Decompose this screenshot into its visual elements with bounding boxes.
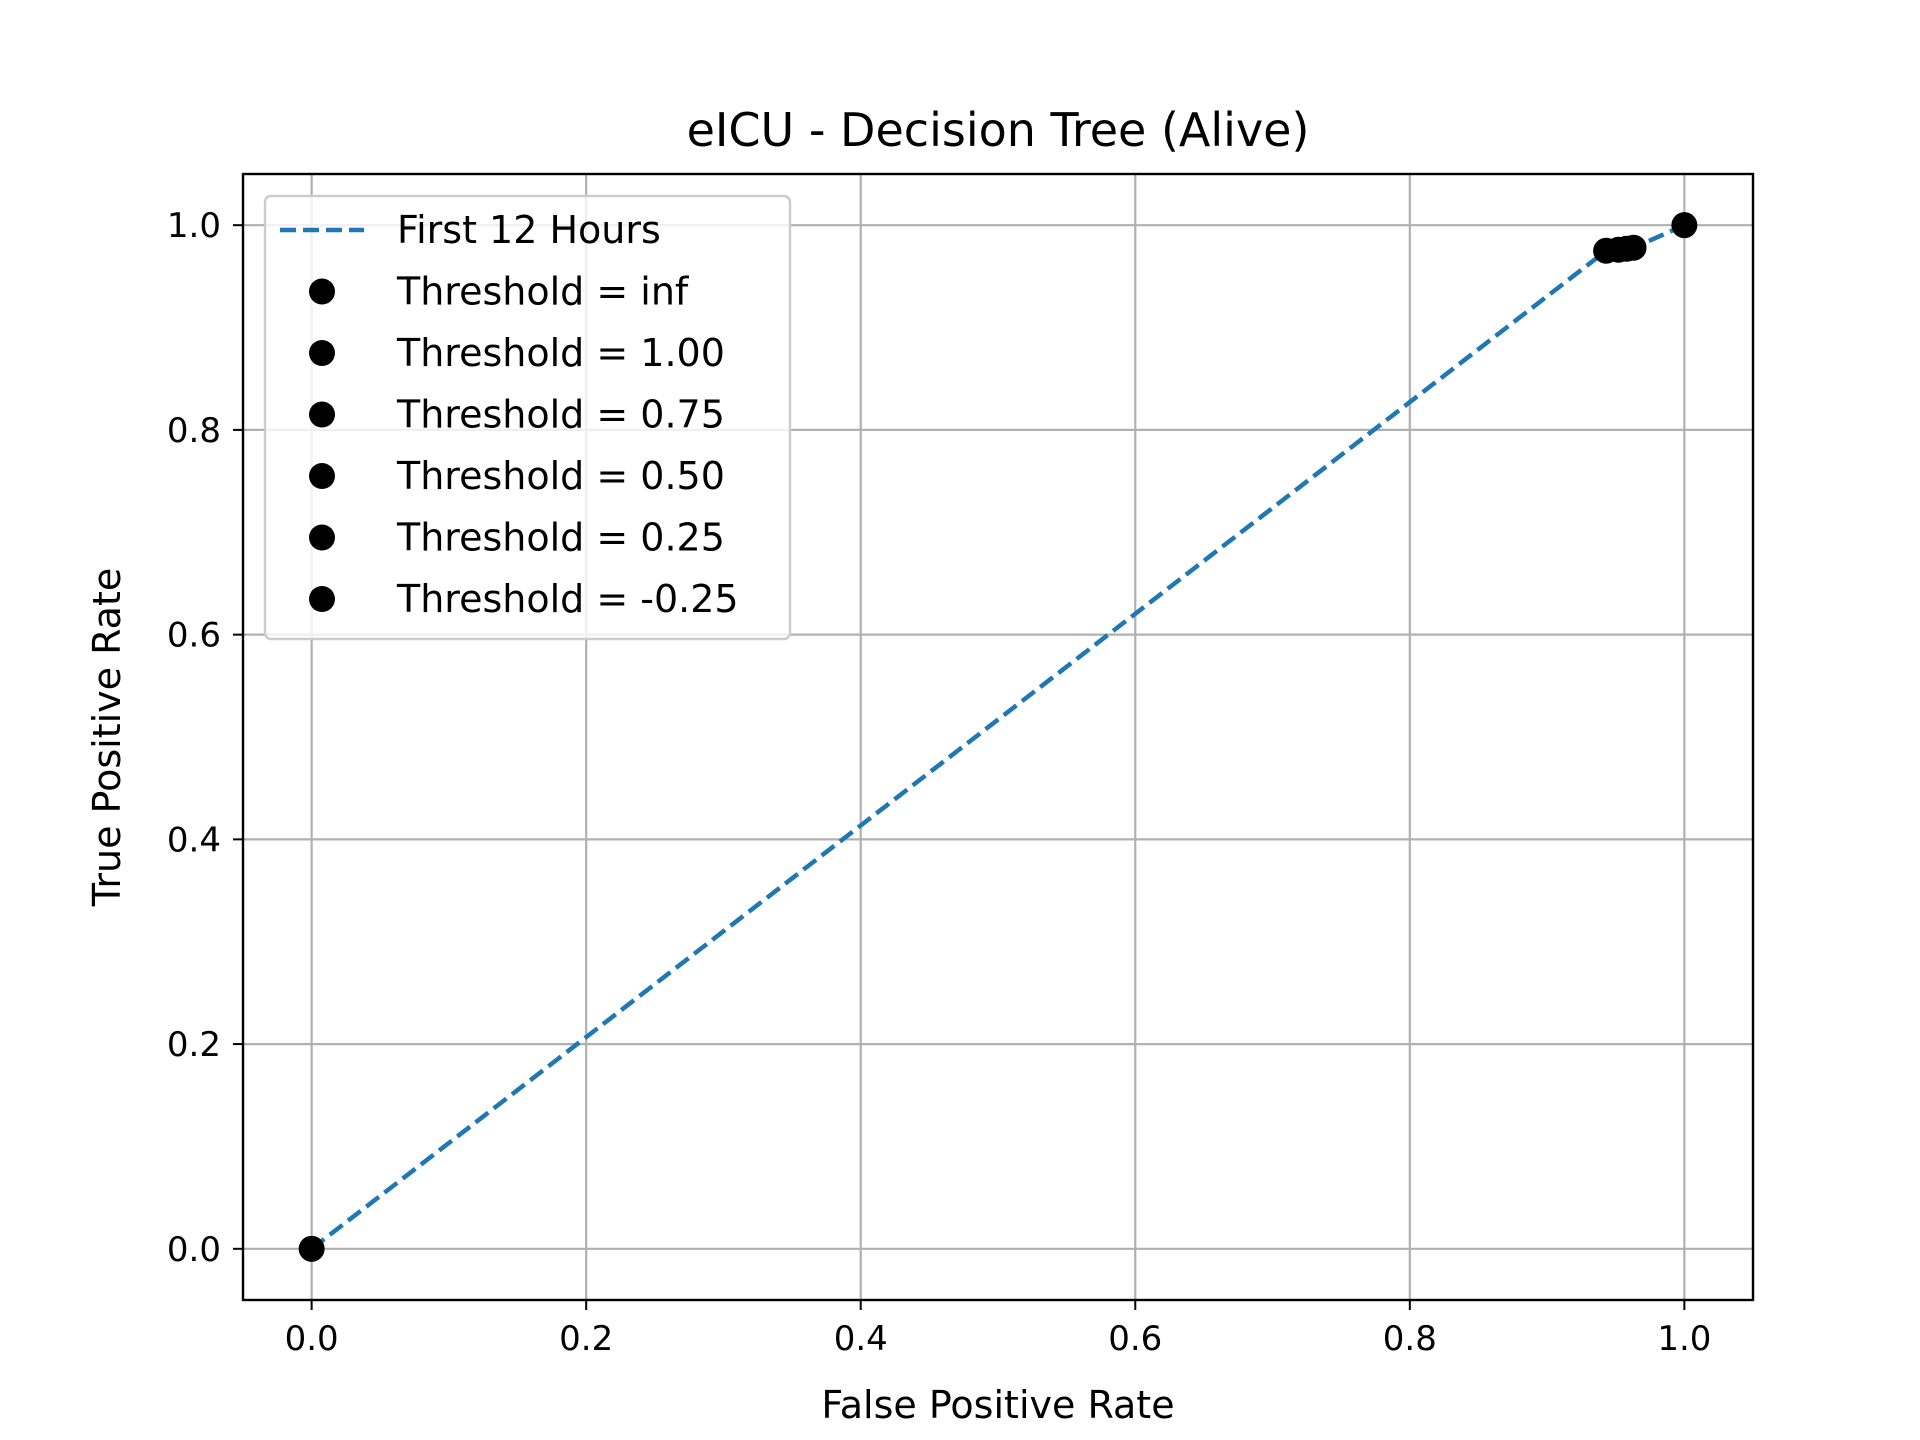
x-tick-label: 0.6	[1108, 1319, 1162, 1359]
legend-label: Threshold = 0.75	[396, 393, 725, 437]
legend-point-swatch	[309, 586, 335, 612]
y-tick-label: 0.2	[167, 1025, 221, 1065]
x-tick-label: 1.0	[1657, 1319, 1711, 1359]
legend-point-swatch	[309, 401, 335, 428]
y-tick-label: 1.0	[167, 206, 221, 246]
points-layer	[298, 212, 1698, 1262]
legend-label: Threshold = inf	[396, 270, 690, 314]
legend-point-swatch	[309, 340, 335, 366]
x-tick-label: 0.0	[285, 1319, 339, 1359]
legend-label: Threshold = 0.25	[396, 516, 725, 560]
plot-frame	[241, 172, 1755, 1302]
y-tick-label: 0.0	[167, 1230, 221, 1270]
legend-point-swatch	[309, 463, 335, 489]
x-tick-label: 0.2	[559, 1319, 613, 1359]
legend-label: Threshold = 0.50	[396, 454, 725, 498]
legend-point-swatch	[309, 278, 335, 305]
legend-label: Threshold = 1.00	[396, 331, 725, 375]
y-tick-label: 0.6	[167, 616, 221, 656]
threshold-point	[298, 1235, 325, 1262]
threshold-point	[1620, 234, 1647, 261]
chart-title: eICU - Decision Tree (Alive)	[687, 103, 1310, 157]
x-tick-label: 0.4	[834, 1319, 888, 1359]
legend-label: Threshold = -0.25	[396, 577, 739, 621]
legend-point-swatch	[309, 524, 335, 551]
y-axis-label: True Positive Rate	[85, 568, 129, 908]
x-tick-label: 0.8	[1383, 1319, 1437, 1359]
ticks-layer: 0.0 0.2 0.4 0.6 0.8 1.0 0.0 0.2 0.4 0.6 0.8 1.0	[167, 206, 1711, 1359]
x-axis-label: False Positive Rate	[821, 1383, 1174, 1427]
y-tick-label: 0.4	[167, 820, 221, 860]
legend: First 12 Hours Threshold = inf Threshold =…	[263, 194, 792, 641]
threshold-point	[1671, 212, 1698, 239]
y-tick-label: 0.8	[167, 411, 221, 451]
legend-label: First 12 Hours	[397, 208, 661, 252]
legend-box	[263, 194, 792, 641]
